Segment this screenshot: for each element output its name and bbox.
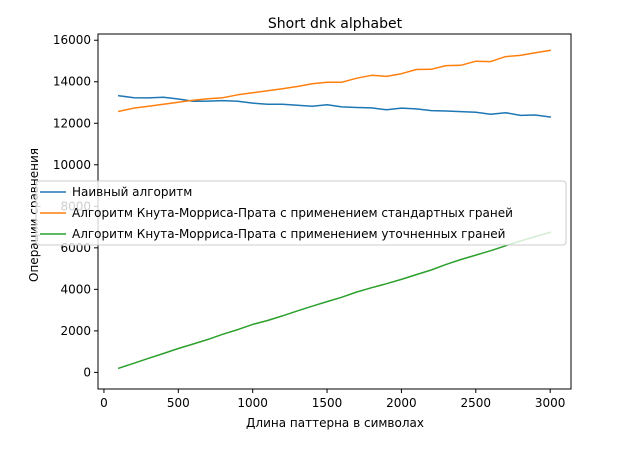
y-tick-label: 16000 <box>53 33 91 47</box>
x-tick-label: 1000 <box>237 396 268 410</box>
y-tick-label: 2000 <box>60 324 91 338</box>
series-line-kmp-refined <box>117 231 552 370</box>
y-tick-label: 12000 <box>53 116 91 130</box>
x-tick-label: 3000 <box>535 396 566 410</box>
legend-label-naive: Наивный алгоритм <box>72 185 192 199</box>
legend: Наивный алгоритм Алгоритм Кнута-Морриса-… <box>35 180 567 246</box>
x-tick-label: 2500 <box>461 396 492 410</box>
y-tick-label: 14000 <box>53 75 91 89</box>
x-axis-ticks: 0 500 1000 1500 2000 2500 3000 <box>100 389 565 410</box>
y-tick-label: 0 <box>83 365 91 379</box>
y-tick-label: 10000 <box>53 158 91 172</box>
x-tick-label: 500 <box>167 396 190 410</box>
y-tick-label: 4000 <box>60 282 91 296</box>
series-line-kmp-standard <box>117 49 552 113</box>
x-axis-label: Длина паттерна в символах <box>246 416 424 430</box>
chart-title: Short dnk alphabet <box>268 16 403 32</box>
x-tick-label: 0 <box>100 396 108 410</box>
x-tick-label: 1500 <box>312 396 343 410</box>
legend-box <box>35 180 567 246</box>
series-lines <box>117 49 552 370</box>
x-tick-label: 2000 <box>386 396 417 410</box>
legend-label-kmp-standard: Алгоритм Кнута-Морриса-Прата с применени… <box>72 206 513 220</box>
legend-label-kmp-refined: Алгоритм Кнута-Морриса-Прата с применени… <box>72 227 505 241</box>
